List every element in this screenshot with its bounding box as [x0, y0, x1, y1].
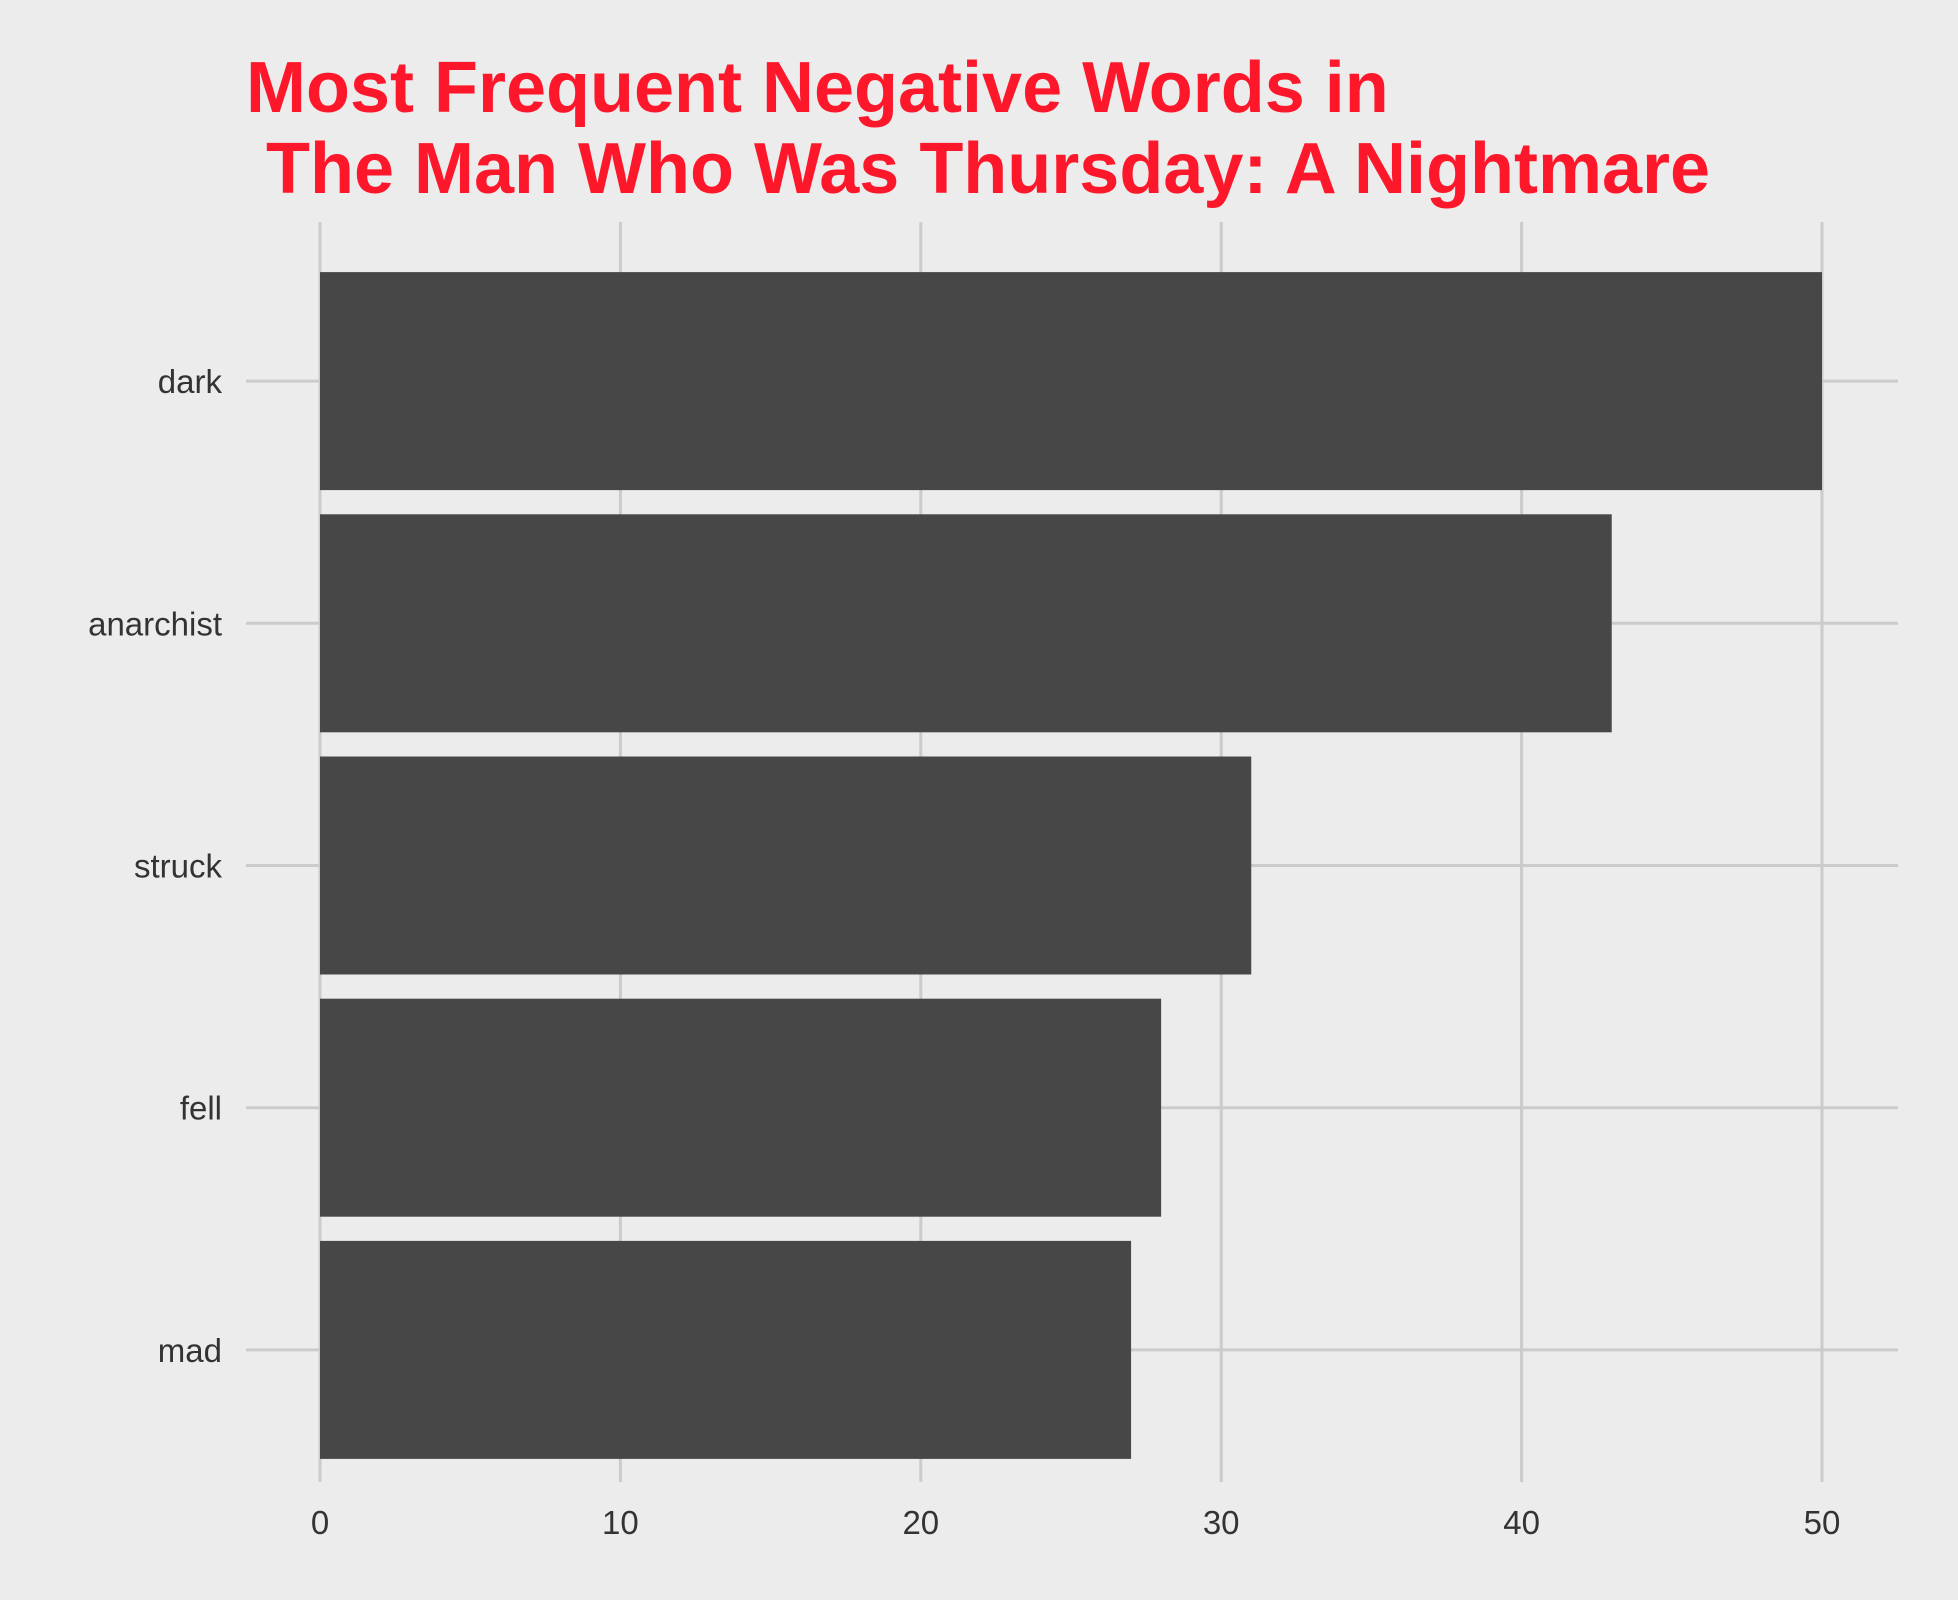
bar-mad — [320, 1240, 1132, 1459]
x-tick-label-0: 0 — [311, 1504, 329, 1541]
bar-struck — [320, 756, 1252, 975]
x-tick-labels: 0 10 20 30 40 50 — [311, 1504, 1841, 1541]
chart-title-line-2: The Man Who Was Thursday: A Nightmare — [246, 129, 1710, 209]
y-tick-labels: dark anarchist struck fell mad — [88, 363, 222, 1369]
x-tick-label-40: 40 — [1503, 1504, 1540, 1541]
x-tick-label-10: 10 — [602, 1504, 639, 1541]
chart-title-line-1: Most Frequent Negative Words in — [246, 48, 1389, 128]
bar-dark — [320, 272, 1822, 491]
bar-fell — [320, 998, 1162, 1217]
y-tick-label-fell: fell — [180, 1090, 222, 1127]
x-tick-label-50: 50 — [1804, 1504, 1841, 1541]
bar-layer — [320, 272, 1822, 1459]
x-tick-label-30: 30 — [1203, 1504, 1240, 1541]
y-tick-label-anarchist: anarchist — [88, 605, 222, 642]
x-tick-label-20: 20 — [902, 1504, 939, 1541]
y-tick-label-struck: struck — [134, 848, 223, 885]
chart-title: Most Frequent Negative Words in The Man … — [246, 48, 1710, 209]
bar-anarchist — [320, 514, 1612, 733]
y-tick-label-dark: dark — [158, 363, 223, 400]
y-tick-label-mad: mad — [158, 1332, 222, 1369]
